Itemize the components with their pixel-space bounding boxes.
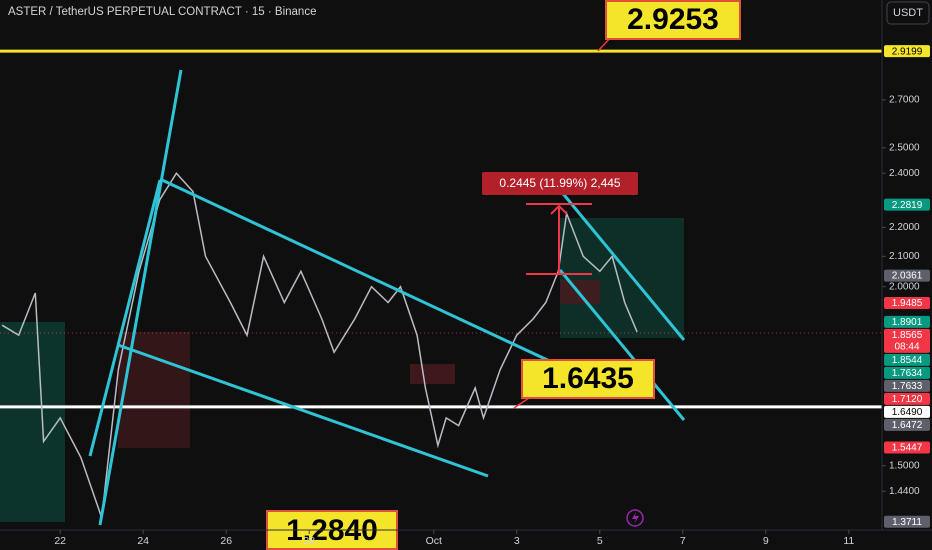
price-badge	[884, 405, 930, 418]
price-badge-label: 1.7634	[892, 368, 923, 379]
event-icon-bolt	[632, 512, 639, 524]
price-badge-label: 1.8544	[892, 355, 923, 366]
price-badge	[884, 515, 930, 528]
price-badge-label: 1.9485	[892, 298, 923, 309]
callout-box	[521, 359, 655, 399]
currency-label[interactable]: USDT	[893, 7, 923, 19]
y-tick-label: 2.2000	[889, 222, 920, 233]
x-tick-label: Oct	[426, 535, 442, 547]
trend-lines	[88, 69, 686, 526]
price-badge-label: 1.5447	[892, 443, 923, 454]
price-badge	[884, 353, 930, 366]
y-tick-label: 1.5000	[889, 460, 920, 471]
x-tick-label: 9	[763, 535, 769, 547]
measure-box	[482, 172, 638, 195]
y-tick-label: 1.4400	[889, 486, 920, 497]
price-badge	[884, 45, 930, 58]
price-badge	[884, 379, 930, 392]
x-tick-label: 3	[514, 535, 520, 547]
x-tick-label: 11	[843, 535, 854, 547]
trend-line	[88, 179, 162, 457]
price-badge-label: 1.7633	[892, 381, 923, 392]
price-badge-label: 2.2819	[892, 200, 923, 211]
trend-line	[558, 269, 686, 421]
plot	[0, 49, 882, 518]
x-tick-label: 26	[220, 535, 232, 547]
price-badge	[884, 296, 930, 309]
price-badge	[884, 198, 930, 211]
y-tick-label: 2.1000	[889, 251, 920, 262]
price-badge	[884, 366, 930, 379]
measure-tool	[526, 203, 592, 275]
x-tick-label: 7	[680, 535, 686, 547]
y-tick-label: 2.7000	[889, 95, 920, 106]
price-badge-label: 2.0361	[892, 271, 923, 282]
trend-line	[161, 178, 557, 366]
measure-arrow-head	[550, 204, 568, 215]
callout-label: 1.6435	[542, 362, 634, 395]
callout-box	[605, 0, 741, 40]
trend-line	[117, 343, 489, 478]
x-tick-label: 24	[137, 535, 149, 547]
price-badge	[884, 328, 930, 353]
x-tick-label: 5	[597, 535, 603, 547]
countdown-label: 08:44	[894, 342, 919, 353]
long-zone	[0, 322, 65, 522]
price-line	[1, 171, 638, 518]
price-badge-label: 1.8901	[892, 317, 923, 328]
short-zone	[410, 364, 455, 384]
y-tick-label: 2.0000	[889, 281, 920, 292]
x-tick-label: 22	[54, 535, 66, 547]
y-tick-label: 2.5000	[889, 142, 920, 153]
y-tick-label: 2.4000	[889, 168, 920, 179]
symbol-title: ASTER / TetherUS PERPETUAL CONTRACT · 15…	[8, 6, 316, 18]
price-badge-label: 1.3711	[892, 517, 922, 528]
price-badge	[884, 269, 930, 282]
trend-line	[98, 69, 183, 526]
price-badge-label: 1.8565	[892, 330, 923, 341]
callout-label: 2.9253	[627, 3, 719, 36]
price-badge	[884, 315, 930, 328]
measure-label: 0.2445 (11.99%) 2,445	[499, 176, 621, 190]
trend-line	[558, 189, 686, 341]
x-tick-label: 28	[303, 535, 315, 547]
price-badge	[884, 418, 930, 431]
event-icon[interactable]	[626, 509, 644, 527]
price-badge-label: 1.6490	[892, 407, 923, 418]
long-zone	[560, 218, 684, 338]
price-badge-label: 1.7120	[892, 394, 923, 405]
price-badge	[884, 392, 930, 405]
price-badge-label: 2.9199	[892, 46, 923, 57]
currency-button[interactable]	[886, 1, 930, 25]
price-badge-label: 1.6472	[892, 420, 923, 431]
price-badge	[884, 441, 930, 454]
